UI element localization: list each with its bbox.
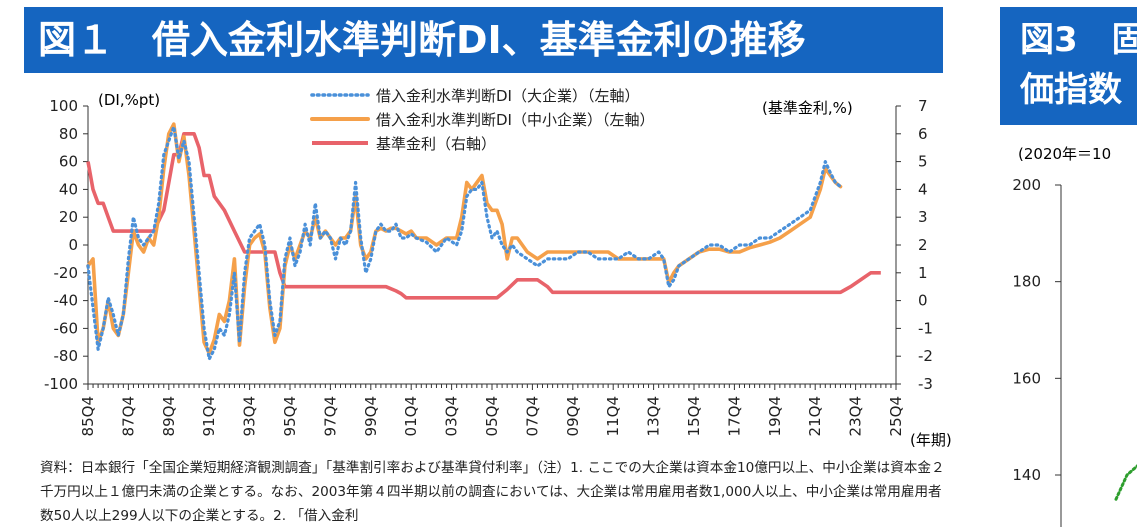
figure1-title: 図１ 借入金利水準判断DI、基準金利の推移 (24, 7, 943, 73)
right-tick-label: -2 (918, 347, 933, 365)
right-tick-label: 5 (918, 153, 928, 171)
x-tick-label: 05Q4 (483, 396, 501, 436)
series-layer (86, 122, 881, 361)
right-tick-label: 3 (918, 208, 928, 226)
left-tick-label: -20 (54, 264, 79, 282)
left-tick-label: 80 (59, 125, 78, 143)
x-tick-label: 13Q4 (645, 396, 663, 436)
figure3-title: 図3 固 価指数 (1000, 7, 1137, 125)
x-tick-label: 97Q4 (321, 396, 339, 436)
figure1-note: 資料：日本銀行「全国企業短期経済観測調査」「基準割引率および基準貸付利率」（注）… (40, 460, 945, 524)
right-tick-label: 7 (918, 97, 928, 115)
x-tick-label: 89Q4 (160, 396, 178, 436)
left-tick-label: -40 (54, 292, 79, 310)
left-tick-label: 40 (59, 180, 78, 198)
x-tick-label: 23Q4 (847, 396, 865, 436)
figure3-chart: (2020年＝10 200 180 160 140 (1012, 145, 1137, 527)
x-tick-label: 87Q4 (119, 396, 137, 436)
x-tick-label: 25Q4 (887, 396, 905, 436)
x-tick-label: 01Q4 (402, 396, 420, 436)
right-tick-label: 4 (918, 180, 928, 198)
legend: 借入金利水準判断DI（大企業）（左軸） 借入金利水準判断DI（中小企業）（左軸） 基… (310, 87, 654, 153)
right-tick-label: 2 (918, 236, 928, 254)
right-axis-unit: (基準金利,%) (762, 99, 853, 117)
series-line-2 (86, 132, 881, 300)
x-tick-label: 09Q4 (564, 396, 582, 436)
left-tick-label: -100 (44, 375, 78, 393)
legend-label-1: 借入金利水準判断DI（中小企業）（左軸） (376, 111, 654, 129)
figure3-series (1114, 464, 1137, 501)
x-tick-label: 19Q4 (766, 396, 784, 436)
figure3-tick-label: 200 (1012, 176, 1041, 194)
figure3-title-line2: 価指数 (1020, 70, 1122, 110)
x-tick-label: 85Q4 (79, 396, 97, 436)
x-tick-label: 17Q4 (725, 396, 743, 436)
x-tick-label: 21Q4 (806, 396, 824, 436)
x-tick-label: 93Q4 (241, 396, 259, 436)
left-tick-label: -80 (54, 347, 79, 365)
right-tick-label: 1 (918, 264, 928, 282)
axes-layer: 100 80 60 40 20 0 -20 -40 -60 -80 -100 7 6 5 4 3 2 1 0 -1 -2… (44, 97, 933, 436)
left-tick-label: 0 (68, 236, 78, 254)
left-tick-label: 60 (59, 153, 78, 171)
right-tick-label: 6 (918, 125, 928, 143)
figure3-series-line (1114, 464, 1137, 501)
figure3-unit: (2020年＝10 (1018, 145, 1111, 163)
right-tick-label: 0 (918, 292, 928, 310)
left-tick-label: 100 (49, 97, 78, 115)
x-tick-label: 03Q4 (443, 396, 461, 436)
left-axis-unit: (DI,%pt) (98, 91, 160, 109)
x-tick-label: 91Q4 (200, 396, 218, 436)
left-tick-label: 20 (59, 208, 78, 226)
x-tick-label: 95Q4 (281, 396, 299, 436)
left-tick-label: -60 (54, 319, 79, 337)
x-tick-label: 11Q4 (604, 396, 622, 436)
legend-label-0: 借入金利水準判断DI（大企業）（左軸） (376, 87, 639, 105)
right-tick-label: -3 (918, 375, 933, 393)
figure3-tick-label: 160 (1012, 369, 1041, 387)
x-tick-label: 07Q4 (523, 396, 541, 436)
series-line-0 (86, 125, 843, 361)
figure3-axes: 200 180 160 140 (1012, 176, 1062, 527)
x-tick-label: 99Q4 (362, 396, 380, 436)
figure3-title-line1: 図3 固 (1020, 20, 1137, 60)
x-tick-label: 15Q4 (685, 396, 703, 436)
figure3-tick-label: 140 (1012, 466, 1041, 484)
figure1-chart: 100 80 60 40 20 0 -20 -40 -60 -80 -100 7 6 5 4 3 2 1 0 -1 -2… (44, 87, 952, 449)
figure3-tick-label: 180 (1012, 273, 1041, 291)
x-axis-unit: (年期) (910, 431, 952, 449)
legend-label-2: 基準金利（右軸） (376, 135, 496, 153)
right-tick-label: -1 (918, 319, 933, 337)
